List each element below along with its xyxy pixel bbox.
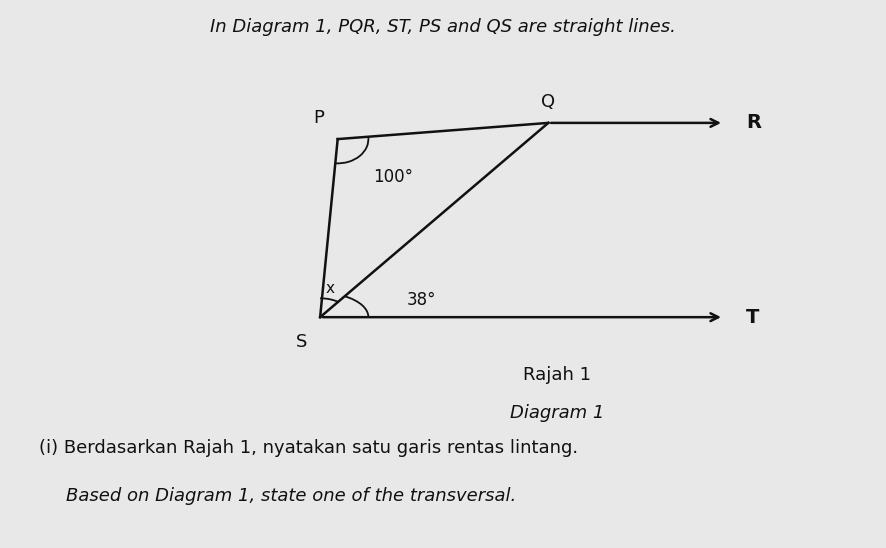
Text: P: P <box>314 109 324 127</box>
Text: Q: Q <box>541 93 556 111</box>
Text: Based on Diagram 1, state one of the transversal.: Based on Diagram 1, state one of the tra… <box>66 487 516 505</box>
Text: Diagram 1: Diagram 1 <box>510 403 604 421</box>
Text: 38°: 38° <box>407 291 437 309</box>
Text: R: R <box>746 113 761 133</box>
Text: In Diagram 1, PQR, ST, PS and QS are straight lines.: In Diagram 1, PQR, ST, PS and QS are str… <box>210 18 676 36</box>
Text: (i) Berdasarkan Rajah 1, nyatakan satu garis rentas lintang.: (i) Berdasarkan Rajah 1, nyatakan satu g… <box>39 438 579 456</box>
Text: x: x <box>325 282 334 296</box>
Text: Rajah 1: Rajah 1 <box>523 366 591 384</box>
Text: 100°: 100° <box>373 168 413 186</box>
Text: S: S <box>296 333 307 351</box>
Text: T: T <box>746 307 759 327</box>
